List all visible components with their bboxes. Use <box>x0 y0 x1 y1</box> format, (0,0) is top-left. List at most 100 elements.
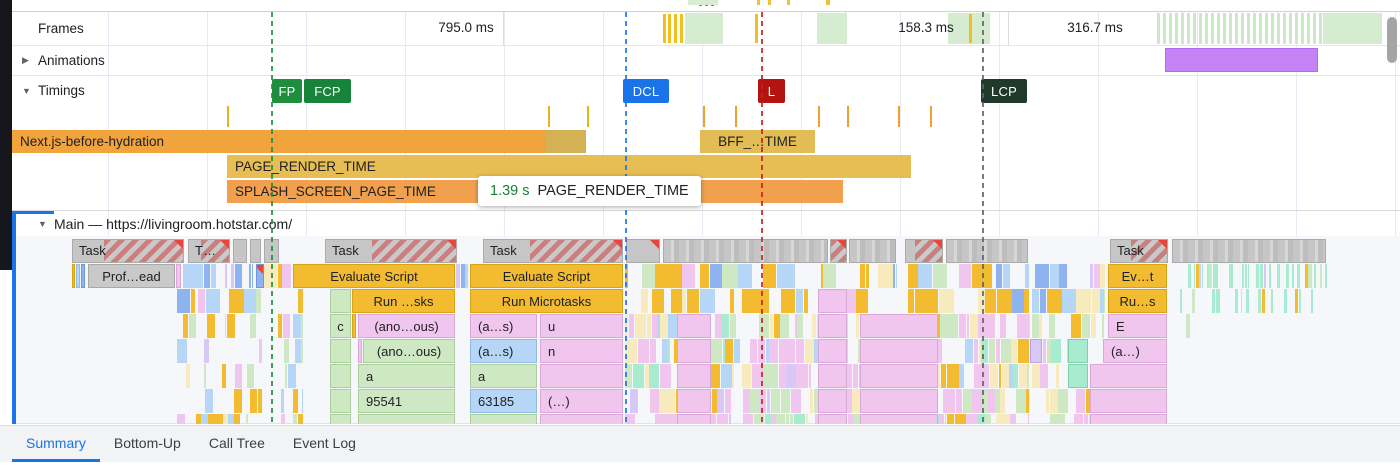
flame-bar[interactable]: E <box>1108 314 1167 338</box>
flame-event-sliver[interactable] <box>257 389 263 413</box>
flame-bar[interactable]: (a…s) <box>470 339 537 363</box>
flame-event-sliver[interactable] <box>188 314 197 338</box>
flame-event-sliver[interactable] <box>946 414 955 424</box>
flame-event-sliver[interactable] <box>632 364 645 388</box>
flame-event-sliver[interactable] <box>1048 314 1056 338</box>
flame-event-block[interactable] <box>1068 364 1088 388</box>
flame-event-sliver[interactable] <box>810 389 814 413</box>
flame-event-sliver[interactable] <box>988 314 995 338</box>
flame-event-sliver[interactable] <box>933 264 947 288</box>
flame-event-block[interactable] <box>818 389 847 413</box>
timing-tick[interactable] <box>818 106 820 127</box>
flame-event-sliver[interactable] <box>795 339 805 363</box>
flame-event-sliver[interactable] <box>955 389 963 413</box>
flame-event-sliver[interactable] <box>811 314 817 338</box>
flame-event-sliver[interactable] <box>651 289 664 313</box>
flame-event-sliver[interactable] <box>1016 314 1029 338</box>
flame-event-sliver[interactable] <box>938 289 954 313</box>
flame-event-sliver[interactable] <box>995 339 1001 363</box>
flame-event-sliver[interactable] <box>722 264 738 288</box>
flame-event-sliver[interactable] <box>1026 339 1030 363</box>
flame-event-sliver[interactable] <box>197 289 206 313</box>
flame-event-sliver[interactable] <box>878 264 893 288</box>
flame-event-sliver[interactable] <box>939 414 945 424</box>
flame-event-sliver[interactable] <box>764 414 771 424</box>
flame-event-sliver[interactable] <box>1081 314 1091 338</box>
flame-event-sliver[interactable] <box>664 364 672 388</box>
flame-event-sliver[interactable] <box>1027 364 1030 388</box>
timing-tick[interactable] <box>930 106 932 127</box>
dropped-frame-tick[interactable] <box>969 14 972 43</box>
flame-event-sliver[interactable] <box>1228 264 1231 288</box>
timing-badge-lcp[interactable]: LCP <box>981 79 1027 103</box>
animation-bar[interactable] <box>1165 48 1318 72</box>
flame-event-sliver[interactable] <box>659 364 664 388</box>
flame-event-sliver[interactable] <box>763 364 775 388</box>
flame-event-sliver[interactable] <box>674 339 679 363</box>
flame-event-sliver[interactable] <box>223 414 228 424</box>
flame-event-sliver[interactable] <box>1074 414 1084 424</box>
flame-event-sliver[interactable] <box>1256 264 1260 288</box>
flame-event-sliver[interactable] <box>708 364 721 388</box>
task-bar[interactable] <box>1172 239 1326 263</box>
flame-event-sliver[interactable] <box>733 339 741 363</box>
flame-event-sliver[interactable] <box>649 364 660 388</box>
flame-event-sliver[interactable] <box>855 314 860 338</box>
flame-event-sliver[interactable] <box>760 389 767 413</box>
flame-event-sliver[interactable] <box>1209 264 1213 288</box>
flame-event-sliver[interactable] <box>650 389 659 413</box>
flame-event-sliver[interactable] <box>686 289 700 313</box>
flame-event-sliver[interactable] <box>281 414 285 424</box>
flame-bar[interactable] <box>330 414 351 424</box>
flame-event-sliver[interactable] <box>1298 289 1302 313</box>
flame-event-sliver[interactable] <box>820 264 823 288</box>
flame-event-sliver[interactable] <box>766 389 771 413</box>
flame-event-sliver[interactable] <box>773 314 780 338</box>
flame-event-sliver[interactable] <box>942 389 952 413</box>
flame-event-sliver[interactable] <box>1076 289 1092 313</box>
flame-event-sliver[interactable] <box>1001 364 1009 388</box>
flame-event-sliver[interactable] <box>742 414 747 424</box>
flame-event-sliver[interactable] <box>715 314 721 338</box>
flame-event-sliver[interactable] <box>762 264 774 288</box>
flame-bar[interactable] <box>330 289 351 313</box>
flame-event-sliver[interactable] <box>823 264 837 288</box>
flame-event-sliver[interactable] <box>670 264 682 288</box>
flame-event-sliver[interactable] <box>197 264 204 288</box>
flame-event-sliver[interactable] <box>1296 264 1301 288</box>
flame-event-sliver[interactable] <box>797 389 801 413</box>
flame-event-sliver[interactable] <box>982 389 988 413</box>
flame-event-sliver[interactable] <box>1201 264 1204 288</box>
flame-event-sliver[interactable] <box>711 389 717 413</box>
flame-bar[interactable] <box>176 264 181 288</box>
flame-event-sliver[interactable] <box>1035 264 1039 288</box>
flame-event-sliver[interactable] <box>813 389 818 413</box>
flame-event-sliver[interactable] <box>1284 289 1287 313</box>
flame-event-block[interactable] <box>818 364 847 388</box>
dropped-frame-tick[interactable] <box>668 14 671 43</box>
flame-event-sliver[interactable] <box>190 289 195 313</box>
flame-event-sliver[interactable] <box>630 389 638 413</box>
flame-event-sliver[interactable] <box>989 364 999 388</box>
flame-event-sliver[interactable] <box>682 289 687 313</box>
flame-event-sliver[interactable] <box>1055 364 1059 388</box>
task-bar[interactable]: T… <box>188 239 230 263</box>
flame-event-sliver[interactable] <box>460 264 465 288</box>
flame-event-sliver[interactable] <box>1294 289 1299 313</box>
flame-event-sliver[interactable] <box>301 314 304 338</box>
flame-event-sliver[interactable] <box>981 339 989 363</box>
flame-event-sliver[interactable] <box>1013 364 1019 388</box>
flame-event-sliver[interactable] <box>893 264 896 288</box>
flame-event-sliver[interactable] <box>843 364 853 388</box>
flame-event-sliver[interactable] <box>1061 414 1066 424</box>
flame-event-sliver[interactable] <box>776 414 786 424</box>
flame-event-sliver[interactable] <box>301 339 304 363</box>
flame-event-sliver[interactable] <box>1049 264 1059 288</box>
flame-event-sliver[interactable] <box>214 414 223 424</box>
flame-event-sliver[interactable] <box>256 289 262 313</box>
flame-event-sliver[interactable] <box>751 364 763 388</box>
disclosure-triangle-icon[interactable]: ▼ <box>22 85 31 96</box>
flame-event-sliver[interactable] <box>962 389 972 413</box>
disclosure-triangle-icon[interactable]: ▼ <box>38 219 47 229</box>
flame-bar[interactable]: 63185 <box>470 389 537 413</box>
